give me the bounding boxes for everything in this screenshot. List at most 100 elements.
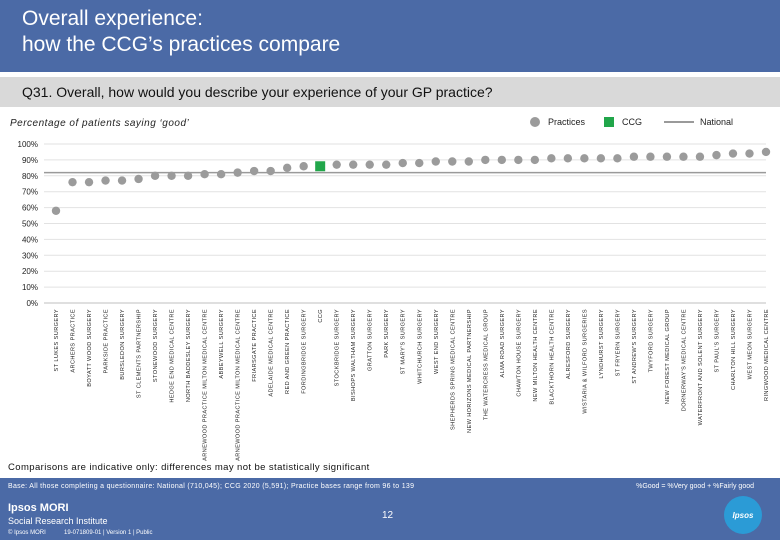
question-text: Q31. Overall, how would you describe you… [22, 84, 493, 100]
x-category-label: TWYFORD SURGERY [648, 309, 654, 372]
x-category-label: FRIARSGATE PRACTICE [252, 309, 258, 382]
x-category-label: WATERFRONT AND SOLENT SURGERY [698, 309, 704, 425]
x-category-label: PARKSIDE PRACTICE [104, 309, 110, 374]
x-category-label: BURSLEDON SURGERY [120, 309, 126, 380]
practice-point [282, 163, 292, 173]
legend-practices-label: Practices [548, 117, 586, 127]
practice-point [563, 154, 573, 163]
national-line-icon [664, 121, 694, 123]
legend-national: National [664, 117, 733, 127]
base-note: Base: All those completing a questionnai… [8, 483, 415, 490]
chart-subtitle: Percentage of patients saying ‘good’ [10, 118, 190, 129]
x-category-label: ARCHERS PRACTICE [71, 309, 77, 373]
x-category-label: BLACKTHORN HEALTH CENTRE [549, 309, 555, 405]
practice-point [134, 174, 143, 184]
ipsos-logo-icon: Ipsos [724, 496, 762, 534]
x-category-label: DORNERWAY'S MEDICAL CENTRE [681, 309, 687, 411]
copyright: © Ipsos MORI [8, 530, 46, 536]
practice-point [68, 177, 77, 187]
x-category-label: GRATTON SURGERY [368, 309, 374, 371]
footer-bar [0, 478, 780, 540]
practice-point [183, 171, 193, 180]
x-category-label: SHEPHERDS SPRING MEDICAL CENTRE [450, 309, 456, 430]
x-category-label: ST PAUL'S SURGERY [714, 309, 720, 373]
x-category-label: ST FRYERN SURGERY [615, 309, 621, 376]
ccg-marker [315, 161, 326, 172]
x-category-label: THE ARNEWOOD PRACTICE MILTON MEDICAL CEN… [203, 309, 209, 462]
practice-point [646, 152, 655, 161]
practice-point [547, 154, 556, 163]
practice-point [101, 176, 110, 185]
practice-point [679, 152, 688, 161]
x-category-label: RED AND GREEN PRACTICE [285, 309, 291, 394]
y-tick-label: 60% [22, 204, 38, 213]
practice-point [249, 166, 259, 176]
practice-point [332, 160, 341, 169]
y-tick-label: 50% [22, 220, 38, 229]
practice-point [200, 170, 209, 179]
x-category-label: ST MARY'S SURGERY [401, 309, 407, 374]
practice-point [299, 162, 308, 171]
practice-point [51, 206, 61, 215]
practice-point [216, 170, 226, 179]
page-number: 12 [382, 510, 394, 521]
x-category-label: THE WATERCRESS MEDICAL GROUP [483, 309, 489, 420]
legend-practices: Practices [530, 117, 585, 127]
x-category-label: ST ANDREW'S SURGERY [632, 309, 638, 384]
ccg-square-icon [604, 117, 614, 127]
practice-point [695, 152, 705, 161]
x-category-label: NEW HORIZONS MEDICAL PARTNERSHIP [467, 309, 473, 433]
y-tick-label: 40% [22, 235, 38, 244]
practice-point [431, 157, 440, 166]
x-category-label: WHITCHURCH SURGERY [417, 309, 423, 384]
practice-point [530, 155, 540, 165]
practice-point [117, 176, 127, 185]
practice-point [349, 160, 358, 169]
practice-point [745, 149, 754, 158]
practice-point [629, 152, 639, 161]
practice-point [580, 154, 589, 163]
practice-point [497, 155, 507, 165]
practice-point [662, 152, 672, 161]
comparison-note: Comparisons are indicative only: differe… [8, 462, 370, 473]
x-category-label: ALMA ROAD SURGERY [500, 309, 506, 378]
y-tick-label: 10% [22, 283, 38, 292]
header-bar [0, 0, 780, 72]
practice-point [382, 160, 391, 169]
practice-point [514, 155, 523, 165]
x-category-label: THE ARNEWOOD PRACTICE MILTON MEDICAL CEN… [236, 309, 242, 462]
x-category-label: WEST MEON SURGERY [747, 309, 753, 379]
practice-point [233, 168, 242, 177]
scatter-chart: 0% 10% 20% 30% 40% 50% 60% 70% 80% 90% 100% ST LUKE… [18, 140, 771, 462]
practice-point [761, 147, 771, 157]
practice-point [398, 158, 407, 168]
x-category-label: ABBEYWELL SURGERY [219, 309, 225, 379]
y-tick-label: 0% [26, 299, 38, 308]
practice-point [167, 171, 176, 180]
practice-point [448, 157, 457, 166]
x-category-label: BISHOPS WALTHAM SURGERY [351, 309, 357, 401]
x-category-label: STOCKBRIDGE SURGERY [335, 309, 341, 386]
social-research-institute-label: Social Research Institute [8, 516, 108, 526]
practice-dot-icon [530, 117, 540, 127]
practice-point [712, 150, 721, 160]
y-tick-label: 100% [18, 140, 38, 149]
legend-national-label: National [700, 117, 734, 127]
x-category-label: NEW MILTON HEALTH CENTRE [533, 309, 539, 402]
x-category-label: ADELAIDE MEDICAL CENTRE [269, 309, 275, 397]
practice-point [84, 177, 94, 187]
legend-ccg-label: CCG [622, 117, 642, 127]
legend-ccg: CCG [604, 117, 642, 127]
practice-point [415, 158, 424, 168]
x-category-label: ST LUKES SURGERY [54, 309, 60, 371]
x-category-label: ST CLEMENTS PARTNERSHIP [137, 309, 143, 398]
x-category-label: CHARLTON HILL SURGERY [731, 309, 737, 390]
x-category-label: NEW FOREST MEDICAL GROUP [665, 309, 671, 404]
y-tick-label: 70% [22, 188, 38, 197]
x-category-label: WEST END SURGERY [434, 309, 440, 374]
x-category-label: HEDGE END MEDICAL CENTRE [170, 309, 176, 403]
practice-point [613, 154, 622, 163]
y-tick-label: 80% [22, 172, 38, 181]
x-category-label: RINGWOOD MEDICAL CENTRE [764, 309, 770, 401]
practice-point [728, 149, 738, 158]
